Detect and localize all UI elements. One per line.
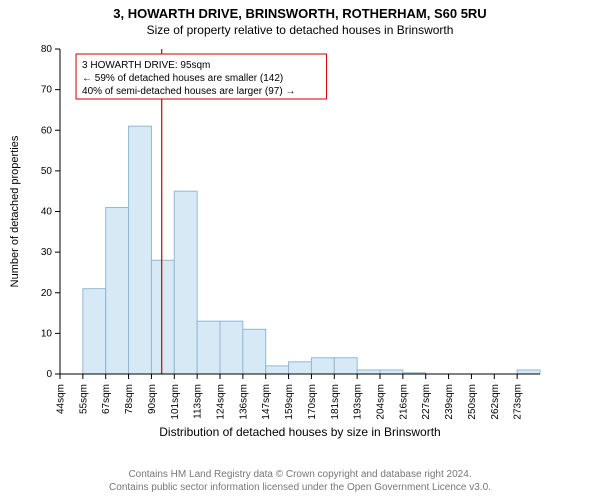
x-tick-label: 136sqm <box>238 384 249 420</box>
y-tick-label: 70 <box>41 85 53 96</box>
histogram-bar <box>380 370 403 374</box>
annotation-line: 3 HOWARTH DRIVE: 95sqm <box>82 60 210 71</box>
x-tick-label: 55sqm <box>78 384 89 414</box>
y-tick-label: 30 <box>41 247 53 258</box>
x-tick-label: 147sqm <box>261 384 272 420</box>
annotation-line: 40% of semi-detached houses are larger (… <box>82 86 295 97</box>
annotation-line: ← 59% of detached houses are smaller (14… <box>82 73 283 84</box>
x-tick-label: 67sqm <box>101 384 112 414</box>
histogram-bar <box>151 260 174 374</box>
chart-subtitle: Size of property relative to detached ho… <box>0 23 600 37</box>
histogram-bar <box>266 366 289 374</box>
histogram-bar <box>357 370 380 374</box>
histogram-bar <box>334 358 357 374</box>
x-tick-label: 78sqm <box>124 384 135 414</box>
y-tick-label: 60 <box>41 125 53 136</box>
y-tick-label: 50 <box>41 166 53 177</box>
x-axis-label: Distribution of detached houses by size … <box>159 425 440 439</box>
y-tick-label: 10 <box>41 328 53 339</box>
y-axis-label: Number of detached properties <box>9 135 21 287</box>
footer-line-2: Contains public sector information licen… <box>0 481 600 494</box>
x-tick-label: 44sqm <box>56 384 67 414</box>
x-tick-label: 159sqm <box>284 384 295 420</box>
histogram-bar <box>289 362 312 374</box>
histogram-bar <box>197 321 220 374</box>
x-tick-label: 124sqm <box>216 384 227 420</box>
x-tick-label: 273sqm <box>513 384 524 420</box>
histogram-bar <box>106 207 129 374</box>
footer-line-1: Contains HM Land Registry data © Crown c… <box>0 468 600 481</box>
x-tick-label: 262sqm <box>490 384 501 420</box>
y-tick-label: 20 <box>41 288 53 299</box>
x-tick-label: 250sqm <box>467 384 478 420</box>
x-tick-label: 193sqm <box>353 384 364 420</box>
histogram-bar <box>83 289 106 374</box>
histogram-bar <box>311 358 334 374</box>
y-tick-label: 0 <box>46 369 52 380</box>
y-tick-label: 40 <box>41 207 53 218</box>
x-tick-label: 216sqm <box>398 384 409 420</box>
x-tick-label: 239sqm <box>444 384 455 420</box>
histogram-bar <box>129 126 152 374</box>
histogram-bar <box>174 191 197 374</box>
x-tick-label: 113sqm <box>193 384 204 419</box>
chart-area: 0 10 20 30 40 50 60 70 80 44sqm 55sqm 67sqm 78sqm 90s… <box>0 39 600 464</box>
x-tick-label: 227sqm <box>421 384 432 420</box>
histogram-bar <box>517 370 540 374</box>
histogram-bar <box>243 329 266 374</box>
histogram-bar <box>220 321 243 374</box>
x-tick-label: 170sqm <box>307 384 318 420</box>
x-tick-label: 101sqm <box>170 384 181 420</box>
y-tick-label: 80 <box>41 44 53 55</box>
chart-title: 3, HOWARTH DRIVE, BRINSWORTH, ROTHERHAM,… <box>0 6 600 21</box>
x-tick-label: 90sqm <box>147 384 158 414</box>
x-tick-label: 181sqm <box>330 384 341 420</box>
histogram-chart: 0 10 20 30 40 50 60 70 80 44sqm 55sqm 67sqm 78sqm 90s… <box>0 39 600 449</box>
x-tick-label: 204sqm <box>376 384 387 420</box>
